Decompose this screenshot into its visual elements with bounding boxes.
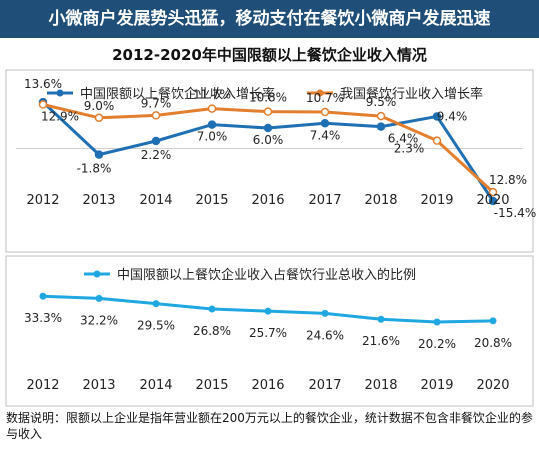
data-label: 21.6% xyxy=(362,334,400,348)
data-label: 20.2% xyxy=(418,337,456,351)
data-point xyxy=(208,305,216,313)
data-label: -1.8% xyxy=(77,162,112,176)
x-tick-label: 2020 xyxy=(476,378,509,393)
data-point xyxy=(94,113,104,123)
footnote: 数据说明：限额以上企业是指年营业额在200万元以上的餐饮企业，统计数据不包含非餐… xyxy=(6,411,533,441)
data-point xyxy=(207,120,217,129)
x-tick-label: 2015 xyxy=(195,378,228,393)
x-tick-label: 2018 xyxy=(364,193,397,208)
data-label: 24.6% xyxy=(306,328,344,342)
data-point xyxy=(376,111,386,121)
x-tick-label: 2018 xyxy=(364,378,397,393)
legend-swatch-marker xyxy=(316,89,324,97)
x-tick-label: 2012 xyxy=(26,193,59,208)
data-point xyxy=(263,123,273,133)
data-point xyxy=(207,104,217,113)
x-tick-label: 2016 xyxy=(251,378,284,393)
x-tick-label: 2015 xyxy=(195,193,228,208)
banner-title: 小微商户发展势头迅猛，移动支付在餐饮小微商户发展迅速 xyxy=(0,0,539,38)
x-tick-label: 2016 xyxy=(251,193,284,208)
x-tick-label: 2019 xyxy=(420,193,453,208)
data-label: 2.2% xyxy=(141,148,172,162)
data-label: -15.4% xyxy=(494,206,536,220)
x-tick-label: 2017 xyxy=(308,378,341,393)
x-tick-label: 2020 xyxy=(476,193,509,208)
data-point xyxy=(39,292,47,300)
legend-label: 我国餐饮行业收入增长率 xyxy=(340,86,483,102)
data-label: 26.8% xyxy=(193,324,231,338)
data-point xyxy=(151,136,161,146)
data-label: 9.7% xyxy=(141,96,172,110)
legend-label: 中国限额以上餐饮企业收入占餐饮行业总收入的比例 xyxy=(117,267,416,283)
legend-swatch-marker xyxy=(56,89,64,97)
data-point xyxy=(321,309,329,317)
data-label: 2.3% xyxy=(394,142,425,156)
data-label: 10.7% xyxy=(306,91,344,105)
data-label: 11.7% xyxy=(193,88,231,102)
data-label: 13.6% xyxy=(24,77,62,91)
x-tick-label: 2013 xyxy=(82,193,115,208)
data-point xyxy=(320,107,330,117)
data-label: 6.4% xyxy=(388,132,419,146)
x-tick-label: 2012 xyxy=(26,378,59,393)
data-label: 20.8% xyxy=(474,336,512,350)
legend-label: 中国限额以上餐饮企业收入增长率 xyxy=(80,86,275,102)
data-point xyxy=(320,119,330,128)
data-label: 29.5% xyxy=(137,319,175,333)
x-tick-label: 2017 xyxy=(308,193,341,208)
data-point xyxy=(376,122,386,131)
x-tick-label: 2014 xyxy=(139,193,172,208)
chart-title: 2012-2020年中国限额以上餐饮企业收入情况 xyxy=(112,46,427,64)
data-point xyxy=(95,294,103,302)
data-point xyxy=(151,111,161,120)
x-tick-label: 2019 xyxy=(420,378,453,393)
data-point xyxy=(432,112,442,121)
data-label: 9.5% xyxy=(366,95,397,109)
data-label: 9.0% xyxy=(84,99,115,113)
data-point xyxy=(94,150,104,159)
data-point xyxy=(489,317,497,325)
data-label: 32.2% xyxy=(80,313,118,327)
data-point xyxy=(432,136,442,145)
legend-swatch-marker xyxy=(93,270,101,278)
data-label: 12.9% xyxy=(41,110,79,124)
panel-frame-bottom xyxy=(5,255,534,407)
x-tick-label: 2013 xyxy=(82,378,115,393)
data-label: 10.8% xyxy=(249,91,287,105)
data-label: 7.4% xyxy=(310,128,341,142)
data-point xyxy=(152,300,160,308)
x-tick-label: 2014 xyxy=(139,378,172,393)
panel-frame-top xyxy=(5,69,534,253)
data-label: 12.8% xyxy=(489,173,527,187)
data-label: 9.4% xyxy=(437,109,468,123)
data-point xyxy=(377,315,385,323)
data-point xyxy=(488,196,498,206)
data-point xyxy=(263,107,273,116)
data-point xyxy=(433,318,441,326)
data-label: 7.0% xyxy=(197,130,228,144)
data-label: 33.3% xyxy=(24,311,62,325)
data-label: 25.7% xyxy=(249,326,287,340)
data-point xyxy=(38,100,48,109)
data-point xyxy=(264,307,272,315)
data-label: 6.0% xyxy=(253,133,284,147)
data-point xyxy=(488,187,498,197)
